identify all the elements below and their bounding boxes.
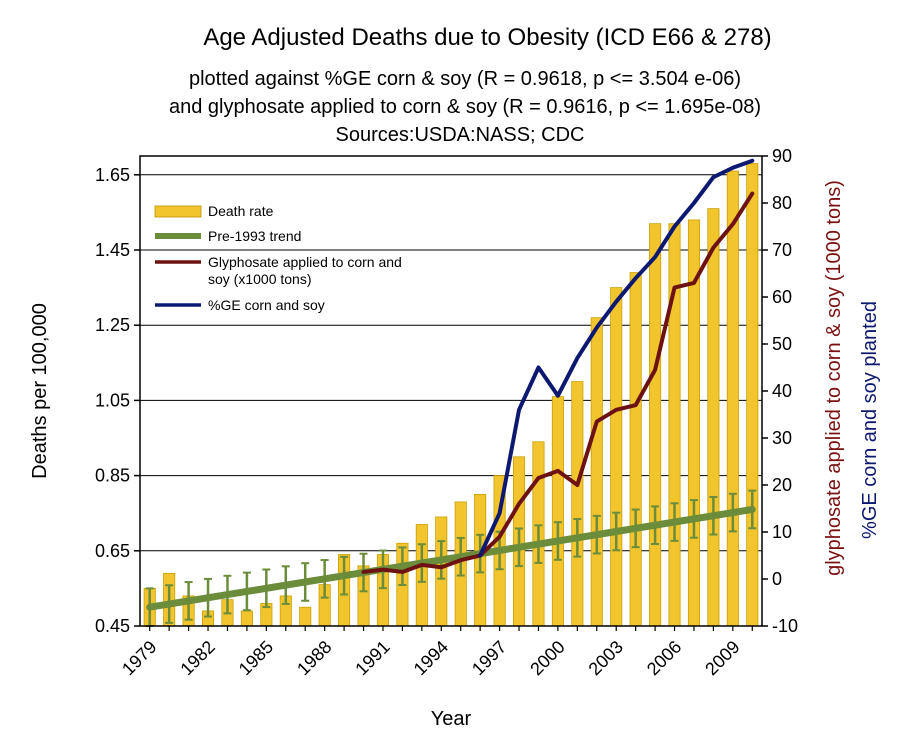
series-line-ge: [478, 158, 755, 558]
x-axis-ticks: 1979 1982 1985 1988 1991 1994 1997 2000 2003 2006…: [118, 626, 753, 679]
x-tick-label: 2009: [701, 637, 743, 679]
left-tick-label: 0.65: [95, 541, 130, 561]
bar-death-rate: [649, 223, 662, 627]
left-tick-label: 1.25: [95, 315, 130, 335]
left-tick-label: 1.05: [95, 390, 130, 410]
series-lines: [361, 158, 755, 574]
bar-death-rate: [726, 170, 739, 627]
left-axis-ticks: 0.45 0.65 0.85 1.05 1.25 1.45 1.65: [95, 165, 140, 636]
legend-label-glyphosate: Glyphosate applied to corn and soy (x100…: [208, 254, 406, 287]
bar-death-rate: [240, 610, 253, 627]
x-tick-label: 1991: [351, 637, 393, 679]
legend: Death rate Pre-1993 trend Glyphosate app…: [154, 203, 406, 313]
x-tick-label: 2006: [643, 637, 685, 679]
right-tick-label: 90: [772, 146, 792, 166]
bar-death-rate: [610, 287, 623, 627]
legend-label-ge: %GE corn and soy: [208, 297, 325, 313]
left-tick-label: 1.65: [95, 165, 130, 185]
right-tick-label: -10: [772, 616, 798, 636]
bar-death-rate: [571, 381, 584, 627]
right-tick-label: 80: [772, 193, 792, 213]
bar-death-rate: [299, 606, 312, 627]
chart-title: Age Adjusted Deaths due to Obesity (ICD …: [203, 24, 772, 51]
bar-death-rate: [707, 208, 720, 627]
right-axis-ticks: -10 0 10 20 30 40 50 60 70 80 90: [762, 146, 798, 636]
title-block: Age Adjusted Deaths due to Obesity (ICD …: [0, 0, 900, 150]
right-tick-label: 60: [772, 287, 792, 307]
series-line-glyphosate: [361, 191, 755, 574]
right-tick-label: 40: [772, 381, 792, 401]
x-tick-label: 2000: [526, 637, 568, 679]
bar-death-rate: [668, 223, 681, 627]
chart-subtitle-3: Sources:USDA:NASS; CDC: [335, 124, 585, 146]
x-tick-label: 1982: [176, 637, 218, 679]
right-axis-title-glyphosate: glyphosate applied to corn & soy (1000 t…: [823, 180, 845, 576]
bar-death-rate: [590, 317, 603, 627]
x-tick-label: 1994: [410, 637, 452, 679]
right-axis-title-ge: %GE corn and soy planted: [859, 301, 881, 539]
right-tick-label: 30: [772, 428, 792, 448]
x-tick-label: 1985: [235, 637, 277, 679]
left-tick-label: 0.85: [95, 466, 130, 486]
right-tick-label: 20: [772, 475, 792, 495]
bar-death-rate: [746, 163, 759, 627]
legend-swatch-death-rate: [154, 205, 202, 218]
right-tick-label: 0: [772, 569, 782, 589]
legend-label-trend: Pre-1993 trend: [208, 228, 301, 244]
right-tick-label: 50: [772, 334, 792, 354]
bar-death-rate: [551, 396, 564, 627]
left-tick-label: 1.45: [95, 240, 130, 260]
x-axis-title: Year: [431, 708, 472, 730]
bar-death-rate: [629, 272, 642, 627]
x-tick-label: 1979: [118, 637, 160, 679]
left-axis-title: Deaths per 100,000: [29, 303, 51, 479]
chart-subtitle-2: and glyphosate applied to corn & soy (R …: [168, 96, 762, 118]
right-tick-label: 70: [772, 240, 792, 260]
legend-label-death-rate: Death rate: [208, 203, 274, 219]
left-tick-label: 0.45: [95, 616, 130, 636]
x-tick-label: 2003: [585, 637, 627, 679]
x-tick-label: 1997: [468, 637, 510, 679]
right-tick-label: 10: [772, 522, 792, 542]
trend-line: [146, 505, 756, 611]
chart-subtitle-1: plotted against %GE corn & soy (R = 0.96…: [188, 68, 741, 90]
trend-line-group: [145, 489, 757, 627]
x-tick-label: 1988: [293, 637, 335, 679]
